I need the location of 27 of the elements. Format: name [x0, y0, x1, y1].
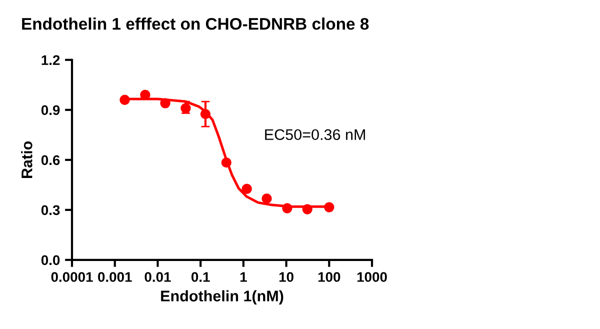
point: [242, 184, 252, 194]
point: [302, 204, 312, 214]
x-tick-label: 0.001: [98, 272, 132, 282]
x-tick-label: 0.0001: [51, 272, 93, 282]
point: [120, 94, 130, 105]
x-tick-label: 0.01: [144, 272, 171, 282]
y-tick-label: 1.2: [42, 55, 60, 65]
y-tick-label: 0.6: [41, 155, 60, 166]
point: [324, 202, 334, 212]
x-tick-label: 0.1: [191, 272, 210, 282]
y-tick-label: 0.0: [41, 255, 60, 266]
point: [180, 103, 191, 114]
y-axis-title: Ratio: [21, 141, 32, 178]
annotation: EC50=0.36 nM: [265, 129, 365, 140]
y-tick-label: 0.3: [41, 205, 60, 216]
point: [160, 98, 170, 108]
x-tick-label: 1: [240, 272, 247, 282]
chart-title: Endothelin 1 efffect on CHO-EDNRB clone 8: [22, 18, 369, 30]
x-tick-label: 1000: [357, 272, 387, 282]
point: [282, 203, 292, 214]
x-tick-label: 100: [318, 272, 340, 282]
point: [221, 157, 232, 168]
point: [200, 108, 211, 120]
point: [262, 193, 272, 204]
y-tick-label: 0.9: [41, 105, 60, 116]
x-tick-label: 10: [279, 272, 294, 282]
x-axis-title: Endothelin 1(nM): [161, 290, 284, 304]
